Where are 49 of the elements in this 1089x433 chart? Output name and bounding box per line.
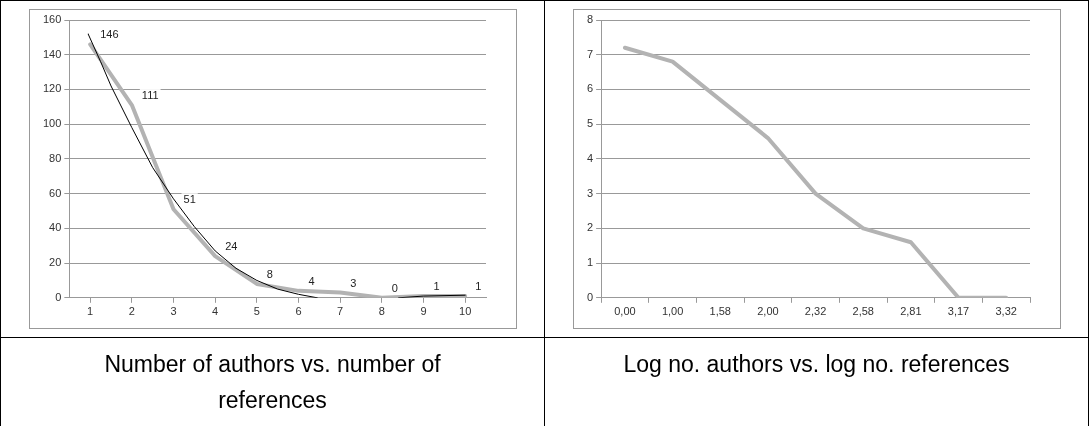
x-tick-label: 2,58: [852, 305, 874, 318]
data-label: 24: [224, 240, 237, 253]
x-tick-label: 2: [128, 305, 135, 318]
x-tick-label: 0,00: [613, 305, 636, 318]
y-tick-label: 80: [48, 151, 61, 164]
y-tick-label: 6: [586, 82, 593, 95]
x-tick-label: 3,17: [947, 305, 969, 318]
data-label: 146: [99, 28, 119, 41]
y-tick-label: 160: [42, 13, 61, 26]
data-label: 0: [391, 281, 398, 294]
y-tick-label: 5: [586, 117, 593, 130]
y-tick-label: 0: [586, 290, 593, 303]
y-tick-label: 120: [42, 82, 61, 95]
data-label: 111: [141, 89, 159, 102]
data-label: 1: [433, 280, 440, 293]
x-tick-label: 6: [294, 305, 302, 318]
y-tick-label: 1: [586, 256, 593, 269]
x-tick-label: 10: [458, 305, 471, 318]
data-label: 51: [183, 193, 196, 206]
x-tick-label: 7: [336, 305, 343, 318]
text: Number of authors vs. number of references: [104, 351, 441, 413]
x-tick-label: 2,00: [756, 305, 779, 318]
x-tick-label: 1: [86, 305, 93, 318]
data-label: 8: [266, 267, 273, 280]
y-tick-label: 4: [586, 151, 593, 164]
y-tick-label: 3: [586, 186, 593, 199]
y-tick-label: 140: [42, 47, 61, 60]
x-tick-label: 4: [211, 305, 218, 318]
y-tick-label: 100: [42, 117, 61, 130]
y-tick-label: 2: [586, 221, 593, 234]
y-tick-label: 8: [586, 13, 593, 26]
x-tick-label: 8: [378, 305, 385, 318]
x-tick-label: 1,58: [709, 305, 731, 318]
y-tick-label: 60: [48, 186, 61, 199]
x-tick-label: 9: [419, 305, 427, 318]
data-label: 4: [308, 274, 315, 287]
y-tick-label: 7: [586, 47, 593, 60]
x-tick-label: 1,00: [661, 305, 683, 318]
x-tick-label: 3,32: [994, 305, 1017, 318]
y-tick-label: 20: [48, 256, 61, 269]
y-tick-label: 0: [54, 290, 61, 303]
x-tick-label: 2,32: [804, 305, 826, 318]
data-label: 3: [349, 276, 356, 289]
x-tick-label: 5: [253, 305, 260, 318]
y-tick-label: 40: [48, 221, 61, 234]
text: Log no. authors vs. log no. references: [623, 351, 1010, 377]
x-tick-label: 2,81: [899, 305, 922, 318]
data-label: 1: [474, 280, 481, 293]
x-tick-label: 3: [169, 305, 177, 318]
